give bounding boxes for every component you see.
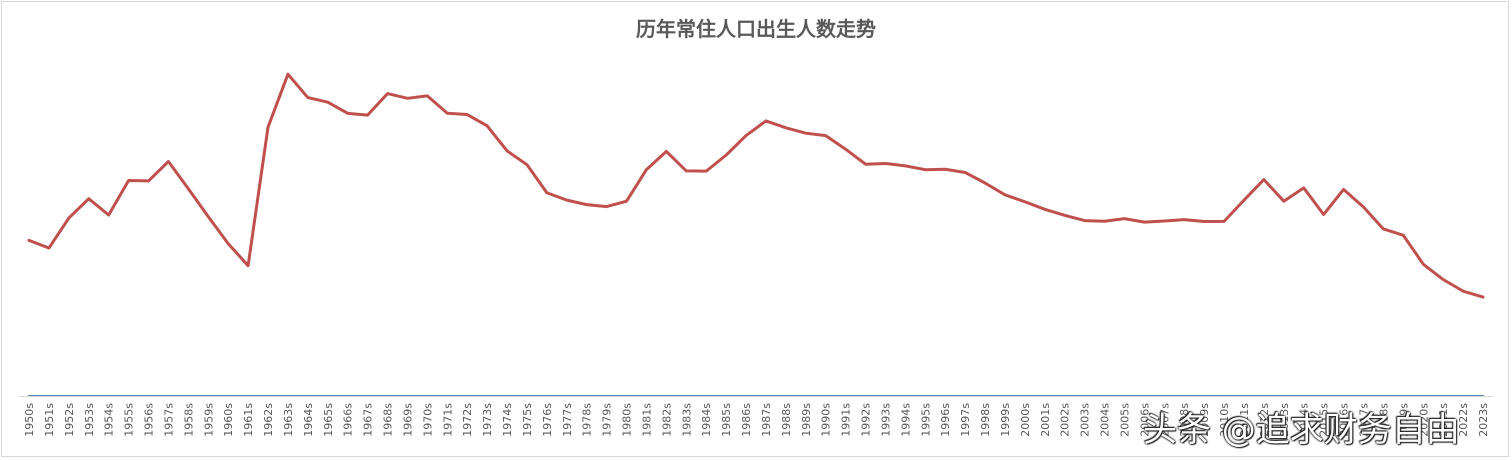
x-tick-label: 1967s xyxy=(362,403,375,437)
x-tick-label: 2005s xyxy=(1118,403,1131,437)
x-tick-label: 1999s xyxy=(999,403,1012,437)
x-tick-label: 1976s xyxy=(541,403,554,437)
x-tick-label: 1960s xyxy=(222,403,235,437)
x-tick-label: 1962s xyxy=(262,403,275,437)
x-tick-label: 1973s xyxy=(481,403,494,437)
x-tick-label: 2006s xyxy=(1138,403,1151,437)
x-tick-label: 1966s xyxy=(342,403,355,437)
x-tick-label: 1978s xyxy=(581,403,594,437)
x-tick-label: 1983s xyxy=(680,403,693,437)
x-tick-label: 1975s xyxy=(521,403,534,437)
watermark: 头条 @追求财务自由 xyxy=(1143,410,1460,450)
x-tick-label: 2000s xyxy=(1019,403,1032,437)
x-tick-label: 1979s xyxy=(601,403,614,437)
x-tick-label: 2012s xyxy=(1258,403,1271,437)
x-tick-label: 1998s xyxy=(979,403,992,437)
x-tick-label: 1951s xyxy=(43,403,56,437)
x-tick-label: 1997s xyxy=(959,403,972,437)
x-tick-label: 2019s xyxy=(1397,403,1410,437)
x-tick-label: 1996s xyxy=(939,403,952,437)
x-tick-label: 2017s xyxy=(1357,403,1370,437)
x-tick-label: 2011s xyxy=(1238,403,1251,437)
x-tick-label: 1953s xyxy=(83,403,96,437)
x-tick-label: 1971s xyxy=(441,403,454,437)
x-tick-label: 1952s xyxy=(63,403,76,437)
x-tick-label: 1986s xyxy=(740,403,753,437)
x-tick-label: 1964s xyxy=(302,403,315,437)
x-tick-label: 1993s xyxy=(879,403,892,437)
x-tick-label: 1991s xyxy=(840,403,853,437)
series-line-1 xyxy=(27,72,1485,299)
x-tick-label: 2001s xyxy=(1039,403,1052,437)
x-tick-label: 1965s xyxy=(322,403,335,437)
x-tick-label: 1977s xyxy=(561,403,574,437)
x-tick-label: 2013s xyxy=(1278,403,1291,437)
x-tick-label: 1959s xyxy=(202,403,215,437)
x-tick-label: 2023s xyxy=(1477,403,1490,437)
x-tick-label: 2014s xyxy=(1298,403,1311,437)
x-tick-label: 2003s xyxy=(1079,403,1092,437)
x-tick-label: 1956s xyxy=(143,403,156,437)
x-tick-label: 1982s xyxy=(660,403,673,437)
x-tick-label: 1957s xyxy=(162,403,175,437)
x-tick-label: 2020s xyxy=(1417,403,1430,437)
x-tick-label: 1972s xyxy=(461,403,474,437)
x-tick-label: 1985s xyxy=(720,403,733,437)
x-tick-label: 1954s xyxy=(103,403,116,437)
x-tick-label: 2018s xyxy=(1377,403,1390,437)
x-tick-label: 1994s xyxy=(899,403,912,437)
chart-title: 历年常住人口出生人数走势 xyxy=(636,17,876,41)
x-tick-label: 1981s xyxy=(640,403,653,437)
x-tick-label: 2021s xyxy=(1437,403,1450,437)
x-tick-label: 1970s xyxy=(421,403,434,437)
x-tick-label: 2009s xyxy=(1198,403,1211,437)
x-tick-label: 2008s xyxy=(1178,403,1191,437)
x-tick-label: 1992s xyxy=(860,403,873,437)
x-tick-label: 1980s xyxy=(621,403,634,437)
x-tick-label: 2004s xyxy=(1099,403,1112,437)
x-tick-label: 1987s xyxy=(760,403,773,437)
x-tick-label: 1961s xyxy=(242,403,255,437)
x-tick-label: 1989s xyxy=(800,403,813,437)
x-tick-label: 2002s xyxy=(1059,403,1072,437)
x-tick-label: 1968s xyxy=(382,403,395,437)
x-tick-label: 1969s xyxy=(401,403,414,437)
x-tick-label: 1995s xyxy=(919,403,932,437)
x-tick-label: 1963s xyxy=(282,403,295,437)
x-tick-label: 2016s xyxy=(1338,403,1351,437)
x-tick-label: 2022s xyxy=(1457,403,1470,437)
x-tick-label: 1955s xyxy=(123,403,136,437)
x-tick-label: 1950s xyxy=(23,403,36,437)
x-tick-label: 2010s xyxy=(1218,403,1231,437)
x-tick-label: 1958s xyxy=(182,403,195,437)
x-tick-label: 2007s xyxy=(1158,403,1171,437)
x-tick-label: 1990s xyxy=(820,403,833,437)
x-tick-label: 1988s xyxy=(780,403,793,437)
x-tick-label: 2015s xyxy=(1318,403,1331,437)
x-tick-label: 1984s xyxy=(700,403,713,437)
x-tick-label: 1974s xyxy=(501,403,514,437)
